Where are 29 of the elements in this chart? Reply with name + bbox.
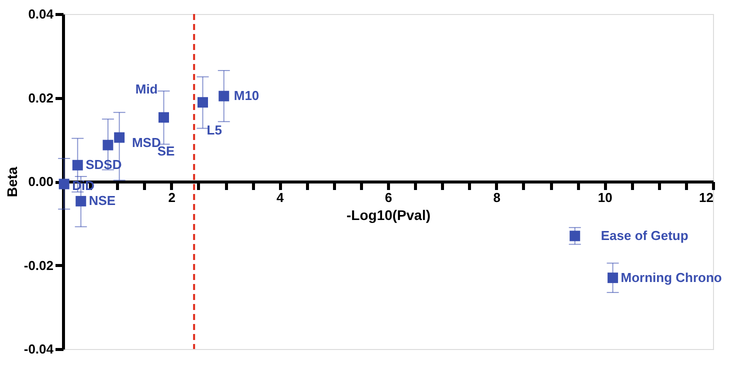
point: [102, 140, 114, 150]
y-tick-label: -0.02: [24, 258, 54, 273]
x-tick-label: 10: [598, 190, 612, 205]
annotation: L5: [206, 122, 222, 138]
annotation: NSE: [88, 193, 116, 208]
point: [198, 97, 208, 108]
x-tick-label: 8: [493, 190, 500, 205]
x-tick-label: 12: [699, 190, 714, 205]
point: [72, 160, 83, 170]
x-tick-label: 6: [384, 190, 392, 205]
annotation: M10: [234, 88, 260, 104]
annotation: Morning Chrono: [620, 270, 722, 285]
point: [218, 90, 230, 102]
point: [608, 272, 618, 284]
point: [114, 132, 125, 143]
y-tick-label: 0.00: [28, 174, 54, 189]
point: [58, 178, 70, 190]
x-tick-label: 2: [168, 190, 176, 205]
annotation: Mid: [135, 81, 158, 96]
x-axis-title: -Log10(Pval): [346, 207, 431, 223]
y-tick-label: 0.02: [28, 90, 54, 106]
annotation: Ease of Getup: [600, 228, 688, 243]
point: [570, 230, 580, 242]
point: [158, 112, 169, 123]
y-axis-title: Beta: [4, 166, 20, 198]
y-tick-label: -0.04: [24, 342, 54, 356]
x-tick-label: 4: [276, 190, 285, 205]
point: [76, 196, 86, 206]
y-tick-label: 0.04: [28, 6, 54, 22]
